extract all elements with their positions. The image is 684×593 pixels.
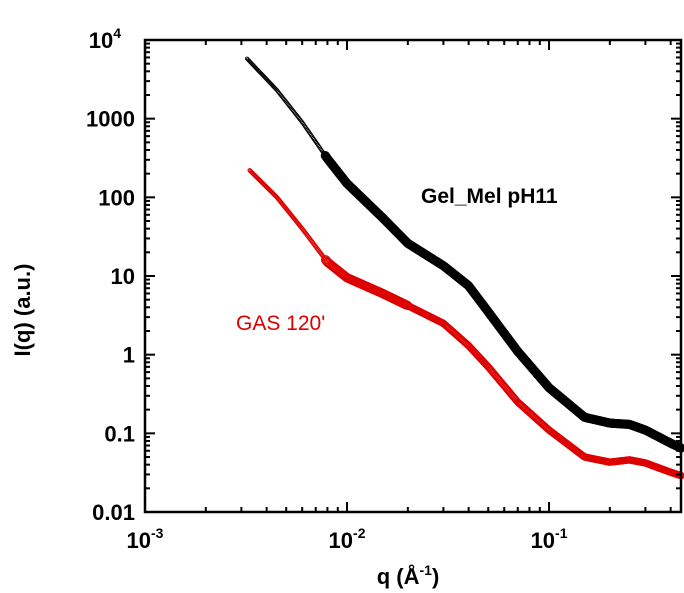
axis-ticks: [144, 39, 681, 513]
y-tick-label: 10: [111, 264, 135, 289]
x-tick-label-base: 10: [127, 528, 151, 553]
y-tick-label: 0.01: [92, 500, 135, 525]
x-tick-label: 10-3: [127, 525, 164, 553]
annotation-gel-mel-ph11: Gel_Mel pH11: [421, 185, 558, 208]
x-axis-title-sup: -1: [419, 562, 432, 578]
x-tick-label: 10-2: [329, 525, 366, 553]
series-gas-120: [247, 168, 684, 480]
y-tick-label: 1: [123, 343, 135, 368]
annotation-gas-120: GAS 120': [236, 312, 325, 335]
y-tick-label: 100: [98, 185, 135, 210]
plot-frame: [143, 38, 683, 514]
x-tick-label-exponent: -2: [353, 525, 366, 541]
x-tick-label-exponent: -1: [555, 525, 568, 541]
x-tick-label-base: 10: [531, 528, 555, 553]
y-tick-label: 1000: [86, 107, 135, 132]
x-axis-title: q (Å-1): [377, 562, 440, 589]
y-tick-label-exponent: 4: [113, 25, 121, 41]
y-tick-label-base: 10: [89, 28, 113, 53]
x-tick-label: 10-1: [531, 525, 568, 553]
y-axis-title: I(q) (a.u.): [10, 264, 35, 357]
series-gel-mel-ph11: [245, 56, 684, 453]
x-tick-label-exponent: -3: [151, 525, 164, 541]
x-tick-label-base: 10: [329, 528, 353, 553]
x-axis-title-base: q (Å: [377, 563, 420, 589]
x-axis-title-close: ): [432, 564, 439, 589]
y-tick-label: 0.1: [104, 421, 135, 446]
y-tick-label: 104: [89, 25, 121, 53]
